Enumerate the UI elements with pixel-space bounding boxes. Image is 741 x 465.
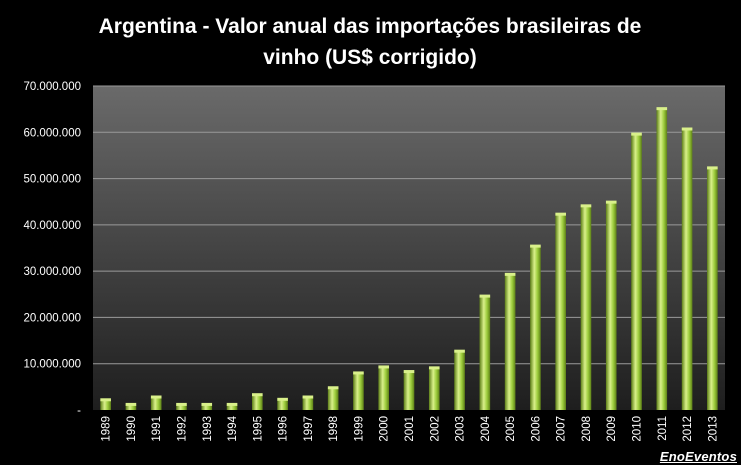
bar-cap-1996 <box>277 397 288 401</box>
bar-1992 <box>176 404 187 410</box>
bar-1990 <box>125 404 137 410</box>
bar-cap-1997 <box>302 395 314 399</box>
bar-cap-2002 <box>428 366 440 370</box>
bar-cap-2006 <box>530 244 541 248</box>
bar-cap-2005 <box>504 272 516 276</box>
x-axis-tick-labels: 1989 1990 1991 1992 1993 1994 1995 1996 1997 1998… <box>101 415 720 441</box>
bar-cap-2003 <box>454 349 465 353</box>
y-tick-label: 20.000.000 <box>23 312 81 324</box>
bar-cap-2001 <box>403 370 415 374</box>
bar-2009 <box>605 202 617 410</box>
plot-area <box>93 86 725 410</box>
y-tick-label: 30.000.000 <box>23 266 81 278</box>
x-tick-label: 1999 <box>353 416 365 442</box>
x-tick-label: 1997 <box>303 416 315 442</box>
x-tick-label: 2013 <box>707 416 719 442</box>
y-tick-label: 70.000.000 <box>23 81 81 93</box>
bar-1993 <box>201 404 213 410</box>
bar-cap-1995 <box>252 393 263 397</box>
bar-cap-2008 <box>580 204 592 208</box>
x-tick-label: 2007 <box>556 416 568 442</box>
bar-cap-2004 <box>479 294 491 298</box>
bar-cap-2012 <box>681 127 693 131</box>
bar-2001 <box>403 372 415 410</box>
bar-cap-1992 <box>176 402 187 406</box>
x-tick-label: 1993 <box>202 416 214 442</box>
bar-cap-1990 <box>125 402 137 406</box>
bar-1997 <box>302 397 314 410</box>
x-tick-label: 1989 <box>101 416 113 442</box>
chart-title-line-1: Argentina - Valor anual das importações … <box>99 15 642 38</box>
x-tick-label: 2000 <box>379 416 391 442</box>
y-tick-label: 50.000.000 <box>23 174 81 186</box>
x-tick-label: 1991 <box>151 416 163 442</box>
bar-2008 <box>580 206 592 410</box>
x-tick-label: 2002 <box>429 416 441 442</box>
y-tick-label: - <box>77 405 81 417</box>
bar-cap-1998 <box>327 386 339 390</box>
bar-cap-1991 <box>150 395 162 399</box>
x-tick-label: 2008 <box>581 416 593 442</box>
x-tick-label: 2006 <box>530 416 542 442</box>
x-tick-label: 1996 <box>278 416 290 442</box>
bar-2010 <box>631 134 642 410</box>
y-axis-tick-labels: - 10.000.000 20.000.000 30.000.000 40.000.00… <box>23 81 81 417</box>
bar-cap-2011 <box>656 107 668 111</box>
x-tick-label: 2012 <box>682 416 694 442</box>
bar-1991 <box>150 397 162 410</box>
bar-2005 <box>504 274 516 410</box>
chart-title-line-2: vinho (US$ corrigido) <box>263 46 477 69</box>
bar-1996 <box>277 399 288 410</box>
bar-2003 <box>454 351 465 410</box>
x-tick-label: 1990 <box>126 416 138 442</box>
bar-cap-1999 <box>353 371 364 375</box>
y-tick-label: 60.000.000 <box>23 127 81 139</box>
bar-2006 <box>530 246 541 410</box>
bar-1994 <box>226 404 238 410</box>
x-tick-label: 2010 <box>632 416 644 442</box>
watermark-logo: EnoEventos <box>659 449 737 464</box>
bar-2002 <box>428 368 440 410</box>
bar-1998 <box>327 388 339 410</box>
x-tick-label: 2003 <box>455 416 467 442</box>
y-tick-label: 10.000.000 <box>23 359 81 371</box>
x-tick-label: 2009 <box>606 416 618 442</box>
x-tick-label: 2011 <box>657 416 669 441</box>
x-tick-label: 1995 <box>252 416 264 442</box>
x-tick-label: 1992 <box>176 416 188 442</box>
bar-cap-2000 <box>378 365 390 369</box>
bar-2012 <box>681 129 693 410</box>
x-tick-label: 2005 <box>505 416 517 442</box>
bar-cap-2013 <box>707 166 718 170</box>
x-tick-label: 1994 <box>227 415 239 441</box>
x-tick-label: 1998 <box>328 416 340 442</box>
bar-cap-2010 <box>631 132 642 136</box>
x-tick-label: 2001 <box>404 416 416 442</box>
gridlines <box>93 85 725 365</box>
x-tick-label: 2004 <box>480 415 492 441</box>
bar-2007 <box>555 214 566 410</box>
y-tick-label: 40.000.000 <box>23 220 81 232</box>
bar-2013 <box>707 168 718 410</box>
bar-cap-2009 <box>605 200 617 204</box>
bar-cap-1994 <box>226 402 238 406</box>
bar-2011 <box>656 109 668 411</box>
bar-1989 <box>100 400 111 410</box>
bar-cap-1989 <box>100 398 111 402</box>
bar-2004 <box>479 296 491 410</box>
bar-2000 <box>378 367 390 410</box>
bar-1999 <box>353 373 364 410</box>
bar-1995 <box>252 395 263 410</box>
bar-cap-1993 <box>201 402 213 406</box>
bars <box>100 107 718 411</box>
bar-cap-2007 <box>555 212 566 216</box>
